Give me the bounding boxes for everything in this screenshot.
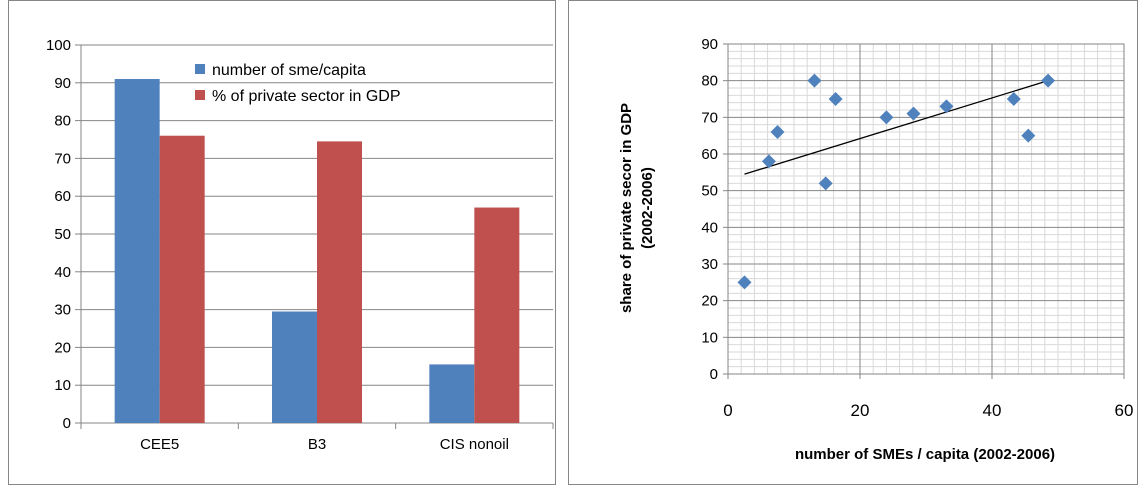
y-tick-label: 80 xyxy=(701,73,718,90)
y-axis-title-line-2: (2002-2006) xyxy=(639,167,656,249)
x-tick-label: 0 xyxy=(723,401,732,420)
y-tick-label: 10 xyxy=(701,329,718,346)
x-tick-label: 40 xyxy=(983,401,1002,420)
y-axis-title-line-1: share of private secor in GDP xyxy=(618,103,635,313)
y-tick-label: 80 xyxy=(54,113,71,130)
scatter-chart: 0 20 40 60 0 10 20 30 40 50 60 70 80 90 number of SMEs… xyxy=(618,36,1134,463)
y-tick-label: 100 xyxy=(46,37,71,54)
x-axis-title: number of SMEs / capita (2002-2006) xyxy=(795,446,1055,463)
y-tick-label: 30 xyxy=(54,302,71,319)
legend-swatch xyxy=(195,64,205,74)
x-tick-label: 20 xyxy=(851,401,870,420)
y-tick-label: 70 xyxy=(54,150,71,167)
bar xyxy=(272,311,317,423)
legend-label: % of private sector in GDP xyxy=(212,88,401,105)
scatter-point xyxy=(1021,128,1036,143)
y-tick-label: 70 xyxy=(701,109,718,126)
y-tick-label: 90 xyxy=(54,75,71,92)
bar-chart: 0 10 20 30 40 50 60 70 80 90 100 CEE5 B3 CIS nonoil nu… xyxy=(46,37,554,453)
x-tick-label: 60 xyxy=(1115,401,1134,420)
y-tick-label: 20 xyxy=(54,339,71,356)
scatter-point xyxy=(770,125,785,139)
y-tick-label: 10 xyxy=(54,377,71,394)
scatter-point xyxy=(807,73,822,88)
x-category-label: CIS nonoil xyxy=(440,436,509,453)
bar-chart-panel: 0 10 20 30 40 50 60 70 80 90 100 CEE5 B3 CIS nonoil nu… xyxy=(8,0,556,485)
scatter-chart-panel: 0 20 40 60 0 10 20 30 40 50 60 70 80 90 number of SMEs… xyxy=(568,0,1138,485)
y-tick-label: 20 xyxy=(701,293,718,310)
plot-area-border xyxy=(727,43,1125,375)
bar xyxy=(429,364,475,423)
x-category-label: CEE5 xyxy=(140,436,179,453)
y-tick-label: 30 xyxy=(701,256,718,273)
trendline xyxy=(744,80,1049,175)
scatter-point xyxy=(906,106,921,121)
y-tick-label: 50 xyxy=(54,226,71,243)
legend-swatch xyxy=(195,90,205,100)
x-category-label: B3 xyxy=(308,436,326,453)
y-tick-label: 60 xyxy=(54,188,71,205)
scatter-point xyxy=(939,99,954,114)
bar xyxy=(317,141,362,423)
scatter-point xyxy=(879,110,894,125)
y-axis-title: share of private secor in GDP (2002-2006) xyxy=(618,103,656,313)
bar xyxy=(114,79,160,424)
y-tick-label: 0 xyxy=(710,366,718,383)
y-tick-label: 0 xyxy=(63,415,71,432)
y-tick-label: 40 xyxy=(54,264,71,281)
y-tick-label: 50 xyxy=(701,183,718,200)
bar xyxy=(159,135,205,423)
y-tick-label: 60 xyxy=(701,146,718,163)
scatter-point xyxy=(737,275,752,290)
scatter-point xyxy=(818,176,833,191)
scatter-point xyxy=(1006,92,1021,106)
scatter-point xyxy=(761,154,776,169)
y-tick-label: 90 xyxy=(701,36,718,53)
legend-label: number of sme/capita xyxy=(212,62,366,79)
scatter-point xyxy=(1041,73,1056,88)
scatter-point xyxy=(828,92,843,106)
y-tick-label: 40 xyxy=(701,219,718,236)
bar xyxy=(474,207,520,423)
